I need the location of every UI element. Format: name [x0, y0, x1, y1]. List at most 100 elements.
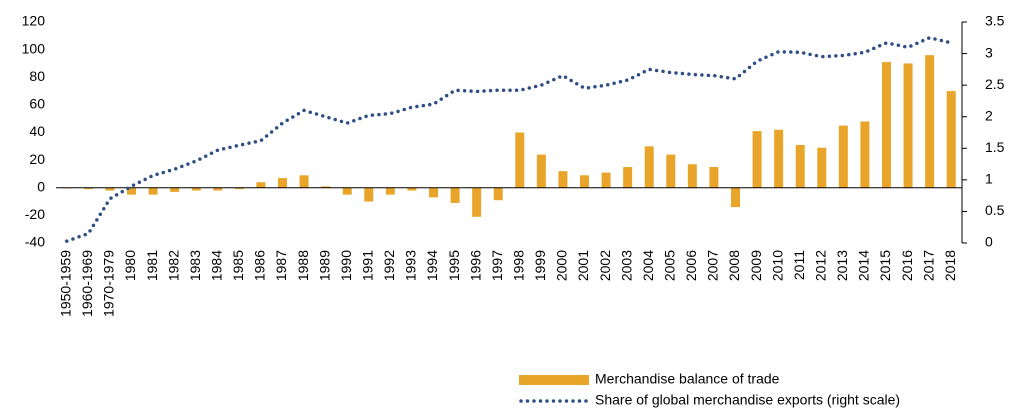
bar [752, 131, 762, 188]
y-tick-label: -20 [25, 206, 45, 222]
bar [817, 147, 827, 188]
x-tick-label: 2003 [618, 250, 634, 281]
y2-tick-label: 1.5 [985, 139, 1005, 155]
x-tick-label: 2000 [554, 250, 570, 281]
x-tick-label: 1990 [338, 250, 354, 281]
bar [127, 187, 136, 195]
x-tick-label: 2016 [899, 250, 915, 281]
x-tick-label: 2004 [640, 250, 656, 281]
x-tick-label: 1988 [295, 250, 311, 281]
x-tick-label: 1991 [359, 250, 375, 281]
x-tick-label: 2017 [920, 250, 936, 281]
x-tick-label: 2011 [791, 250, 807, 280]
bar [385, 187, 395, 195]
y2-tick-label: 3 [985, 44, 993, 60]
x-tick-label: 2018 [942, 250, 958, 281]
y2-tick-label: 0 [985, 234, 993, 250]
x-tick-label: 1994 [424, 250, 440, 281]
y-tick-label: 60 [29, 96, 45, 112]
bar [299, 175, 309, 188]
x-tick-label: 1989 [316, 250, 332, 281]
x-tick-label: 1999 [532, 250, 548, 281]
bar [860, 121, 870, 188]
x-tick-label: 2012 [812, 250, 828, 281]
bar [234, 187, 244, 190]
bar [882, 62, 891, 188]
bar [536, 154, 546, 188]
x-tick-label: 2009 [748, 250, 764, 281]
bar [558, 171, 568, 188]
bar [580, 175, 589, 188]
bar [601, 172, 611, 188]
bar [925, 55, 935, 188]
y-tick-label: 20 [29, 151, 45, 167]
bar [450, 187, 460, 203]
y-tick-label: 0 [37, 178, 45, 194]
x-tick-label: 1984 [208, 250, 224, 281]
bar [213, 187, 223, 191]
bar [946, 91, 956, 188]
bar [709, 167, 719, 188]
bar [774, 129, 784, 188]
y2-tick-label: 1 [985, 171, 993, 187]
bar [105, 187, 115, 191]
bar [687, 164, 697, 188]
x-tick-label: 1983 [187, 250, 203, 281]
bar [321, 186, 331, 188]
x-tick-label: 1987 [273, 250, 289, 281]
bar [472, 187, 482, 217]
x-tick-label: 2014 [856, 250, 872, 281]
bar [256, 182, 266, 188]
x-tick-label: 1950-1959 [57, 250, 73, 317]
y-tick-label: -40 [25, 234, 45, 250]
x-tick-label: 1992 [381, 250, 397, 281]
line [65, 35, 953, 243]
bar [342, 187, 352, 195]
x-tick-label: 2008 [726, 250, 742, 281]
bar [515, 132, 525, 188]
x-tick-label: 1960-1969 [79, 250, 95, 317]
y-tick-label: 100 [22, 40, 46, 56]
bar [666, 154, 676, 188]
y-tick-label: 120 [22, 13, 46, 29]
bar [429, 187, 438, 198]
bar [407, 187, 417, 191]
x-tick-label: 2001 [575, 250, 591, 281]
x-tick-label: 2010 [769, 250, 785, 281]
bar [148, 187, 158, 195]
x-tick-label: 2006 [683, 250, 699, 281]
bar [170, 187, 180, 192]
x-tick-label: 2015 [877, 250, 893, 281]
y2-tick-label: 0.5 [985, 202, 1005, 218]
bar [278, 178, 287, 188]
y-tick-label: 40 [29, 123, 45, 139]
x-tick-label: 1980 [122, 250, 138, 281]
bar [623, 167, 633, 188]
x-tick-label: 2002 [597, 250, 613, 281]
x-tick-label: 1986 [252, 250, 268, 281]
bar [493, 187, 503, 201]
bar [83, 187, 93, 190]
x-tick-label: 2005 [661, 250, 677, 281]
x-tick-label: 2013 [834, 250, 850, 281]
bar [191, 187, 201, 191]
x-tick-label: 1998 [510, 250, 526, 281]
bar [731, 187, 740, 208]
x-tick-label: 1995 [446, 250, 462, 281]
x-tick-label: 1982 [165, 250, 181, 281]
x-tick-label: 1996 [467, 250, 483, 281]
x-tick-label: 1981 [144, 250, 160, 281]
bar [364, 187, 374, 202]
x-tick-label: 1970-1979 [101, 250, 117, 317]
bar [838, 125, 848, 188]
y2-tick-label: 3.5 [985, 13, 1005, 29]
x-tick-label: 1985 [230, 250, 246, 281]
x-tick-label: 2007 [705, 250, 721, 281]
x-tick-label: 1993 [403, 250, 419, 281]
x-tick-label: 1997 [489, 250, 505, 281]
bar [644, 146, 654, 188]
bar [903, 63, 913, 188]
legend-label: Share of global merchandise exports (rig… [595, 392, 900, 408]
bar [795, 144, 805, 188]
